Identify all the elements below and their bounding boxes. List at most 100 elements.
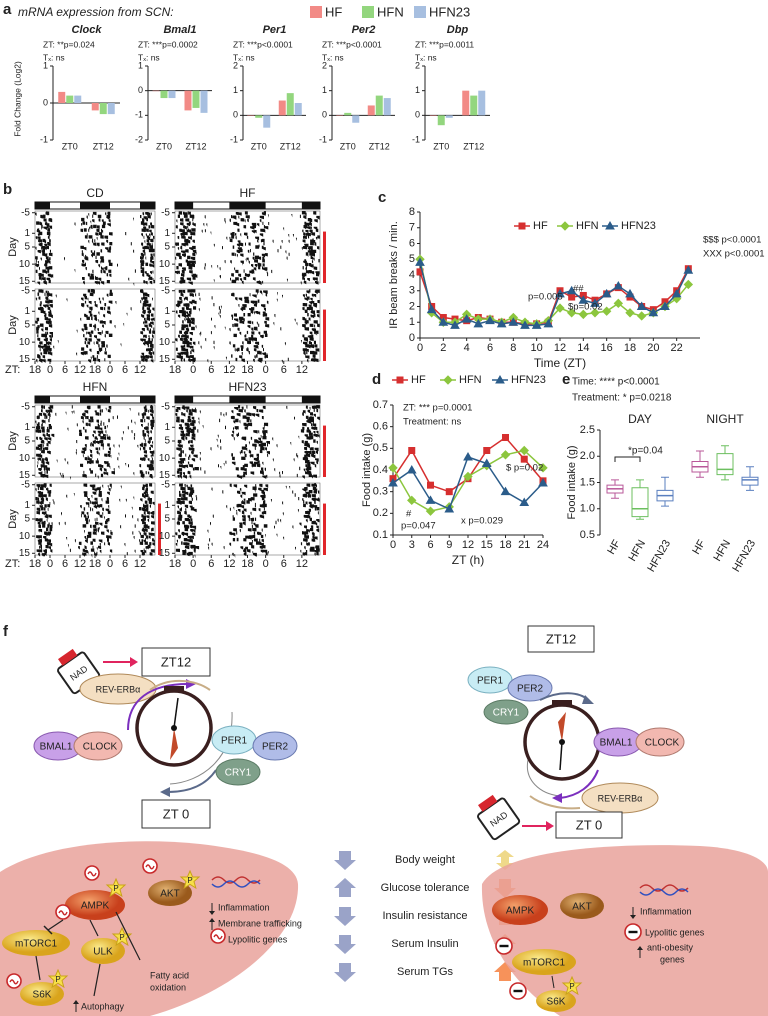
dark-phase [301, 396, 320, 403]
x-axis-label: Time (ZT) [534, 356, 586, 370]
bar [168, 90, 176, 99]
zt-tick-label: 18 [241, 364, 253, 376]
y-tick-label: -1 [412, 134, 420, 144]
node-label: PER2 [262, 742, 289, 753]
y-tick-label: 0.1 [373, 529, 388, 541]
p-label: P [55, 975, 60, 984]
node-label: CRY1 [225, 768, 252, 779]
y-tick-label: 7 [409, 222, 415, 234]
node [507, 674, 553, 702]
y-tick-label: -2 [135, 134, 143, 144]
y-tick-label: 1 [415, 85, 420, 95]
zt-label: ZT 0 [576, 817, 603, 832]
effect-label: oxidation [150, 982, 186, 992]
legend-label: HFN23 [511, 374, 546, 386]
zt-tick-label: 18 [169, 558, 181, 570]
outcome-label: Insulin resistance [383, 910, 468, 922]
annotation: $$$ p<0.0001 [703, 235, 761, 246]
x-tick-label: 0 [390, 539, 396, 551]
data-point [427, 481, 434, 489]
data-point [601, 306, 612, 316]
node-label: ULK [93, 947, 113, 958]
node [536, 990, 576, 1012]
x-tick-label: 6 [487, 342, 493, 354]
zt-tick-label: 6 [208, 558, 214, 570]
annotation: Time: **** p<0.0001 [572, 377, 660, 388]
day-tick-label: -5 [161, 479, 170, 490]
left-liver: AMPK AKT mTORC1 ULK S6K P P P P Inflamma… [0, 841, 302, 1016]
y-tick-label: 1 [322, 85, 327, 95]
data-point [590, 298, 600, 307]
x-tick-label: 21 [518, 539, 530, 551]
bar [478, 90, 486, 116]
data-point [500, 486, 511, 496]
annotation: *p=0.04 [628, 446, 663, 457]
day-tick-label: 5 [24, 514, 30, 525]
day-tick-label: 15 [159, 354, 171, 365]
actogram-title: HFN23 [228, 380, 266, 394]
x-tick-label: 2 [440, 342, 446, 354]
day-tick-label: 1 [164, 500, 170, 511]
data-point [636, 311, 647, 321]
data-point [445, 488, 453, 496]
data-point [500, 450, 511, 460]
bar [375, 95, 383, 116]
dark-phase [35, 396, 50, 403]
data-point [463, 471, 473, 482]
day-tick-label: -5 [161, 401, 170, 412]
day-tick-label: 5 [24, 436, 30, 447]
data-point [450, 320, 460, 329]
stat-text: Tₓ: ns [322, 52, 344, 62]
treatment-bar [323, 309, 326, 361]
x-tick-label: HF [605, 538, 623, 557]
zt-label: ZT 0 [163, 806, 190, 821]
zt-tick-label: 18 [29, 558, 41, 570]
x-tick-label: ZT0 [433, 141, 449, 151]
node-label: REV-ERBα [96, 684, 141, 694]
annotation: Treatment: * p=0.0218 [572, 393, 672, 404]
data-point [444, 503, 455, 513]
node-label: CLOCK [83, 742, 118, 753]
x-tick-label: 18 [499, 539, 511, 551]
x-tick-label: ZT0 [340, 141, 356, 151]
node-label: AMPK [506, 906, 535, 917]
zt-label: ZT12 [546, 631, 576, 646]
node [81, 938, 125, 964]
bar [58, 91, 66, 103]
zt-tick-label: 12 [134, 364, 146, 376]
y-tick-label: 0.7 [373, 399, 388, 411]
y-tick-label: 1.5 [580, 476, 595, 488]
dark-phase [35, 202, 50, 209]
legend-label: HF [533, 220, 548, 232]
data-point [408, 447, 416, 454]
zt-tick-label: 12 [74, 364, 86, 376]
x-tick-label: HF [690, 538, 708, 557]
panel-label: a [3, 1, 12, 18]
right-clock-diagram: ZT12 PER1 PER2 CRY1 BMAL1 CLOCK REV-ERBα… [467, 625, 685, 841]
heading: mRNA expression from SCN: [18, 5, 174, 19]
day-tick-label: 15 [159, 548, 171, 559]
zt-tick-label: 12 [74, 558, 86, 570]
panel-label: c [378, 189, 386, 206]
bar [263, 115, 271, 128]
activity-record [175, 405, 320, 479]
stat-text: ZT: ***p<0.0001 [233, 39, 293, 49]
y-tick-label: 6 [409, 237, 415, 249]
activity-record [175, 289, 320, 364]
node [65, 890, 125, 920]
day-tick-label: 5 [164, 514, 170, 525]
actogram-title: CD [86, 186, 104, 200]
actogram-frame [174, 482, 321, 556]
stat-text: Tₓ: ns [233, 52, 255, 62]
bar [247, 115, 255, 116]
legend-label: HF [411, 374, 426, 386]
dark-phase [229, 396, 266, 403]
node [483, 699, 529, 725]
actogram-frame [34, 210, 156, 284]
effect-label: genes [660, 954, 685, 964]
nad-bottle: NAD [477, 794, 521, 841]
chart-title: Bmal1 [163, 24, 196, 36]
left-clock-diagram: NAD ZT12 REV-ERBα BMAL1 CLOCK PER1 PER2 … [33, 647, 298, 829]
x-tick-label: 16 [601, 342, 613, 354]
x-tick-label: 0 [417, 342, 423, 354]
